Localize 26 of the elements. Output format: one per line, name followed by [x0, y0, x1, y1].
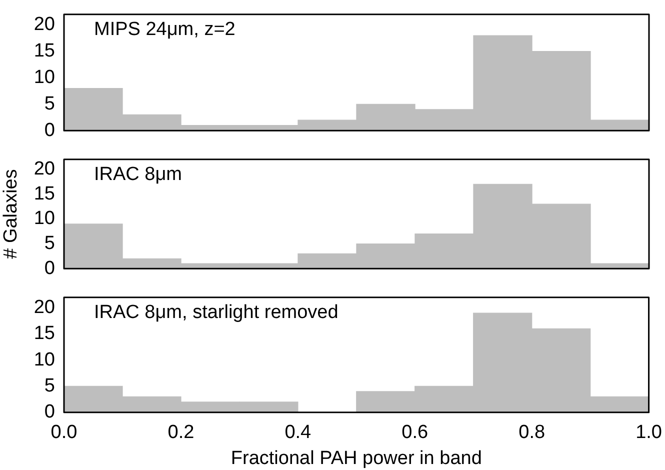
y-tick-label: 0: [44, 258, 55, 279]
chart-title: IRAC 8μm, starlight removed: [94, 302, 338, 324]
y-tick-label: 20: [34, 297, 55, 318]
y-tick-label: 5: [44, 376, 55, 396]
y-tick-label: 0: [44, 402, 55, 423]
y-tick-label: 5: [44, 93, 55, 114]
x-axis-title: Fractional PAH power in band: [230, 448, 482, 469]
chart-title: MIPS 24μm, z=2: [94, 19, 236, 40]
y-tick-label: 0: [44, 120, 55, 141]
y-tick-label: 15: [34, 183, 55, 204]
x-tick-label: 0.8: [518, 422, 546, 444]
y-tick-label: 10: [34, 349, 55, 370]
x-tick-label: 0.0: [50, 422, 78, 444]
y-tick-label: 20: [34, 14, 55, 36]
chart-title: IRAC 8μm: [94, 164, 182, 186]
y-axis-title: # Galaxies: [0, 169, 22, 259]
x-tick-label: 0.2: [168, 422, 194, 444]
x-tick-label: 0.6: [402, 422, 428, 444]
x-tick-label: 1.0: [636, 422, 662, 444]
x-tick-label: 0.4: [284, 422, 312, 444]
y-tick-label: 5: [44, 233, 55, 254]
y-tick-label: 20: [34, 158, 55, 180]
y-tick-label: 15: [34, 323, 55, 344]
y-tick-label: 10: [34, 208, 55, 230]
y-tick-label: 15: [34, 40, 55, 62]
y-tick-label: 10: [34, 67, 55, 88]
